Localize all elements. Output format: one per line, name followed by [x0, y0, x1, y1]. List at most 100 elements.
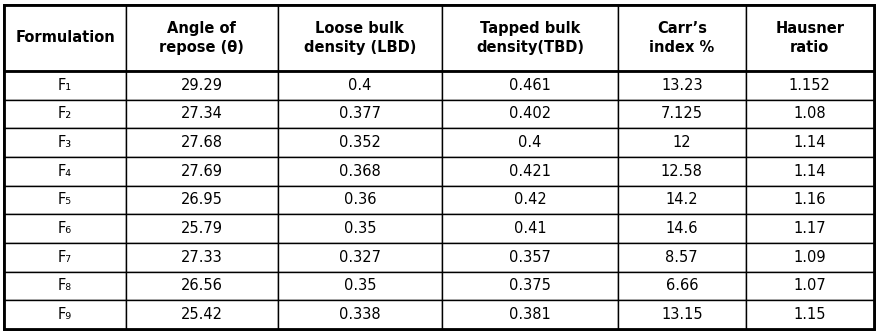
- Text: 29.29: 29.29: [181, 78, 223, 93]
- Text: F₁: F₁: [58, 78, 72, 93]
- Bar: [617, 71, 745, 100]
- Text: Carr’s
index %: Carr’s index %: [648, 21, 714, 55]
- Text: 8.57: 8.57: [665, 250, 697, 265]
- Text: 7.125: 7.125: [660, 107, 702, 122]
- Text: 0.381: 0.381: [509, 307, 550, 322]
- Bar: [442, 71, 617, 100]
- Text: F₅: F₅: [58, 192, 72, 207]
- Text: 1.07: 1.07: [793, 279, 825, 294]
- Bar: [4, 243, 125, 272]
- Bar: [745, 71, 873, 100]
- Text: Formulation: Formulation: [15, 30, 115, 45]
- Bar: [125, 186, 277, 214]
- Text: 0.421: 0.421: [509, 164, 551, 179]
- Bar: [125, 272, 277, 300]
- Bar: [277, 128, 442, 157]
- Bar: [4, 157, 125, 186]
- Text: Tapped bulk
density(TBD): Tapped bulk density(TBD): [475, 21, 583, 55]
- Text: 0.377: 0.377: [339, 107, 381, 122]
- Bar: [277, 300, 442, 329]
- Bar: [125, 71, 277, 100]
- Bar: [617, 157, 745, 186]
- Bar: [442, 5, 617, 71]
- Bar: [617, 272, 745, 300]
- Text: 13.15: 13.15: [660, 307, 702, 322]
- Text: 0.461: 0.461: [509, 78, 551, 93]
- Bar: [277, 243, 442, 272]
- Text: 27.68: 27.68: [181, 135, 223, 150]
- Bar: [442, 214, 617, 243]
- Bar: [442, 272, 617, 300]
- Bar: [745, 157, 873, 186]
- Bar: [125, 243, 277, 272]
- Text: 13.23: 13.23: [660, 78, 702, 93]
- Bar: [745, 272, 873, 300]
- Text: 0.327: 0.327: [339, 250, 381, 265]
- Text: 0.41: 0.41: [513, 221, 545, 236]
- Text: 26.95: 26.95: [181, 192, 223, 207]
- Text: 1.15: 1.15: [793, 307, 825, 322]
- Text: Angle of
repose (θ): Angle of repose (θ): [159, 21, 244, 55]
- Bar: [4, 214, 125, 243]
- Text: 1.16: 1.16: [793, 192, 825, 207]
- Bar: [745, 214, 873, 243]
- Text: 1.17: 1.17: [793, 221, 825, 236]
- Text: 0.4: 0.4: [517, 135, 541, 150]
- Bar: [277, 214, 442, 243]
- Text: 1.14: 1.14: [793, 135, 825, 150]
- Text: 0.35: 0.35: [343, 221, 375, 236]
- Text: 0.352: 0.352: [339, 135, 381, 150]
- Text: F₃: F₃: [58, 135, 72, 150]
- Text: F₉: F₉: [58, 307, 72, 322]
- Bar: [125, 128, 277, 157]
- Text: 1.08: 1.08: [793, 107, 825, 122]
- Bar: [125, 5, 277, 71]
- Bar: [4, 300, 125, 329]
- Bar: [745, 100, 873, 128]
- Text: 0.4: 0.4: [348, 78, 371, 93]
- Text: 0.338: 0.338: [339, 307, 381, 322]
- Bar: [617, 128, 745, 157]
- Bar: [617, 243, 745, 272]
- Bar: [745, 5, 873, 71]
- Bar: [4, 128, 125, 157]
- Bar: [277, 100, 442, 128]
- Bar: [4, 272, 125, 300]
- Text: Loose bulk
density (LBD): Loose bulk density (LBD): [303, 21, 416, 55]
- Text: 14.2: 14.2: [665, 192, 697, 207]
- Text: 0.357: 0.357: [509, 250, 551, 265]
- Text: 26.56: 26.56: [181, 279, 223, 294]
- Bar: [442, 100, 617, 128]
- Bar: [617, 100, 745, 128]
- Text: 6.66: 6.66: [665, 279, 697, 294]
- Bar: [4, 100, 125, 128]
- Bar: [277, 272, 442, 300]
- Bar: [4, 5, 873, 71]
- Text: 0.368: 0.368: [339, 164, 381, 179]
- Text: 1.09: 1.09: [793, 250, 825, 265]
- Bar: [125, 214, 277, 243]
- Bar: [617, 300, 745, 329]
- Bar: [745, 300, 873, 329]
- Bar: [745, 243, 873, 272]
- Bar: [277, 71, 442, 100]
- Bar: [745, 186, 873, 214]
- Bar: [4, 71, 125, 100]
- Bar: [442, 186, 617, 214]
- Bar: [442, 243, 617, 272]
- Bar: [442, 128, 617, 157]
- Bar: [745, 128, 873, 157]
- Text: 25.42: 25.42: [181, 307, 223, 322]
- Text: 14.6: 14.6: [665, 221, 697, 236]
- Bar: [125, 157, 277, 186]
- Bar: [617, 214, 745, 243]
- Text: 12.58: 12.58: [660, 164, 702, 179]
- Text: 0.36: 0.36: [343, 192, 375, 207]
- Text: 1.152: 1.152: [788, 78, 830, 93]
- Text: Hausner
ratio: Hausner ratio: [774, 21, 843, 55]
- Text: F₂: F₂: [58, 107, 72, 122]
- Text: F₈: F₈: [58, 279, 72, 294]
- Text: 25.79: 25.79: [181, 221, 223, 236]
- Text: 0.375: 0.375: [509, 279, 551, 294]
- Text: 27.33: 27.33: [181, 250, 222, 265]
